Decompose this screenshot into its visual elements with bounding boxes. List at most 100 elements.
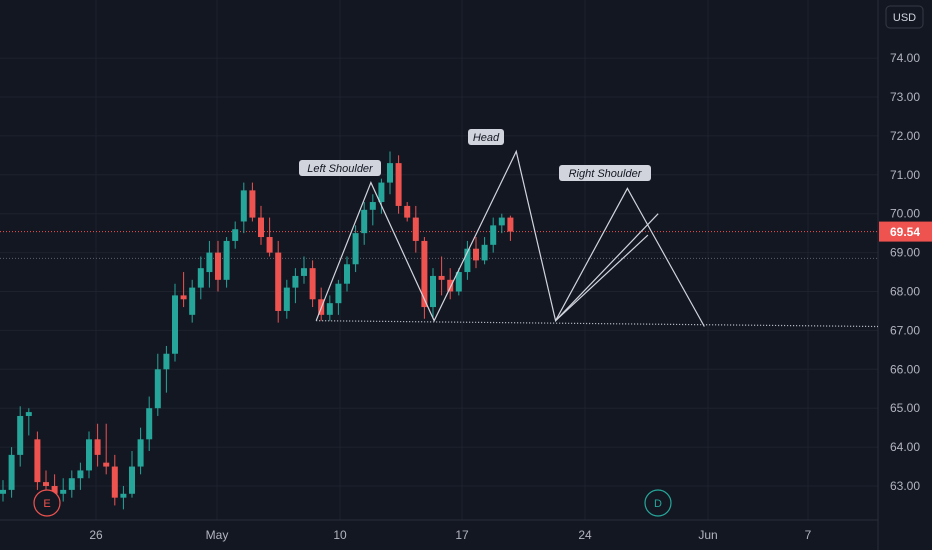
candle-body[interactable] — [344, 264, 350, 284]
price-tick-label: 67.00 — [890, 323, 920, 337]
candle-body[interactable] — [111, 466, 118, 498]
candle-body[interactable] — [326, 303, 333, 315]
candle-body[interactable] — [17, 415, 24, 455]
candle-body[interactable] — [68, 478, 75, 490]
time-tick-label: 10 — [333, 528, 347, 542]
candle-body[interactable] — [335, 283, 342, 304]
candle-body[interactable] — [412, 217, 419, 241]
candle-body[interactable] — [8, 454, 15, 490]
candle-body[interactable] — [292, 275, 299, 288]
neckline[interactable] — [316, 320, 879, 328]
wedge-trend-line[interactable] — [555, 213, 659, 322]
pattern-label: Head — [473, 132, 500, 144]
candle-body[interactable] — [301, 268, 307, 276]
last-price-label: 69.54 — [890, 225, 920, 239]
candle-body[interactable] — [361, 209, 368, 234]
price-tick-label: 65.00 — [890, 401, 920, 415]
candlestick-series[interactable] — [0, 151, 514, 510]
price-axis[interactable]: USD 74.00 73.00 72.00 71.00 70.00 69.00 68.00 67… — [879, 5, 932, 493]
candle-body[interactable] — [25, 412, 32, 416]
candle-body[interactable] — [232, 229, 239, 241]
candle-body[interactable] — [387, 163, 393, 183]
earnings-marker-label[interactable]: E — [43, 498, 50, 510]
candle-body[interactable] — [0, 489, 6, 494]
candle-body[interactable] — [120, 493, 127, 498]
price-tick-label: 69.00 — [890, 246, 920, 260]
price-tick-label: 71.00 — [890, 168, 920, 182]
candle-body[interactable] — [490, 225, 497, 245]
candle-body[interactable] — [34, 439, 41, 483]
candle-body[interactable] — [154, 369, 161, 409]
last-price-badge — [879, 221, 932, 242]
price-tick-label: 73.00 — [890, 90, 920, 104]
candle-body[interactable] — [206, 252, 213, 273]
candle-body[interactable] — [215, 252, 221, 280]
candle-body[interactable] — [197, 268, 204, 288]
currency-label[interactable]: USD — [893, 12, 916, 24]
candle-body[interactable] — [498, 217, 505, 226]
candle-body[interactable] — [86, 439, 92, 471]
time-tick-label: 26 — [89, 528, 103, 542]
candle-body[interactable] — [378, 182, 385, 203]
candle-body[interactable] — [275, 252, 282, 311]
candle-body[interactable] — [309, 268, 316, 300]
candle-body[interactable] — [163, 353, 170, 370]
candle-body[interactable] — [77, 470, 84, 479]
candle-body[interactable] — [464, 248, 471, 273]
candle-body[interactable] — [258, 217, 264, 238]
candle-body[interactable] — [240, 190, 247, 222]
head-and-shoulders-line[interactable] — [315, 149, 705, 327]
candle-body[interactable] — [481, 244, 488, 261]
candle-body[interactable] — [129, 466, 135, 494]
pattern-label: Right Shoulder — [569, 168, 643, 180]
dividend-marker-icon[interactable] — [644, 489, 672, 517]
head-and-shoulders-pattern[interactable] — [315, 149, 879, 328]
price-tick-label: 70.00 — [890, 207, 920, 221]
candle-body[interactable] — [404, 205, 411, 218]
candle-body[interactable] — [103, 462, 110, 467]
candle-body[interactable] — [352, 233, 359, 265]
time-tick-label: 24 — [578, 528, 592, 542]
candle-body[interactable] — [223, 240, 230, 280]
pattern-label-box — [299, 160, 381, 176]
time-tick-label: 7 — [805, 528, 812, 542]
price-tick-label: 64.00 — [890, 440, 920, 454]
candle-body[interactable] — [369, 202, 376, 210]
wedge-trend-line[interactable] — [555, 234, 649, 322]
reference-lines — [0, 231, 878, 259]
candle-body[interactable] — [421, 240, 428, 308]
candle-body[interactable] — [94, 439, 101, 455]
candle-body[interactable] — [283, 287, 290, 311]
candle-body[interactable] — [51, 486, 58, 494]
price-tick-label: 72.00 — [890, 129, 920, 143]
candle-body[interactable] — [455, 272, 462, 292]
time-axis[interactable]: 26 May 10 17 24 Jun 7 — [89, 528, 811, 542]
candle-body[interactable] — [189, 287, 196, 315]
currency-selector-button[interactable] — [885, 5, 924, 29]
candle-body[interactable] — [447, 279, 454, 292]
pattern-label: Left Shoulder — [307, 163, 374, 175]
candle-body[interactable] — [395, 163, 402, 206]
candle-body[interactable] — [473, 248, 479, 261]
time-tick-label: Jun — [698, 528, 717, 542]
time-tick-label: May — [206, 528, 229, 542]
candle-body[interactable] — [266, 237, 273, 253]
candle-body[interactable] — [172, 295, 178, 354]
candle-body[interactable] — [137, 439, 144, 467]
candle-body[interactable] — [249, 190, 256, 218]
pattern-labels: Left Shoulder Head Right Shoulder — [299, 129, 651, 181]
candle-body[interactable] — [180, 295, 187, 300]
candle-body[interactable] — [507, 217, 514, 232]
dividend-marker-label[interactable]: D — [654, 498, 662, 510]
earnings-marker-icon[interactable] — [33, 489, 61, 517]
candle-body[interactable] — [438, 275, 445, 280]
candle-body[interactable] — [146, 408, 153, 440]
pattern-label-box — [468, 129, 504, 145]
price-tick-label: 66.00 — [890, 362, 920, 376]
candle-body[interactable] — [43, 482, 49, 486]
candle-body[interactable] — [60, 489, 67, 494]
candle-body[interactable] — [430, 275, 436, 308]
